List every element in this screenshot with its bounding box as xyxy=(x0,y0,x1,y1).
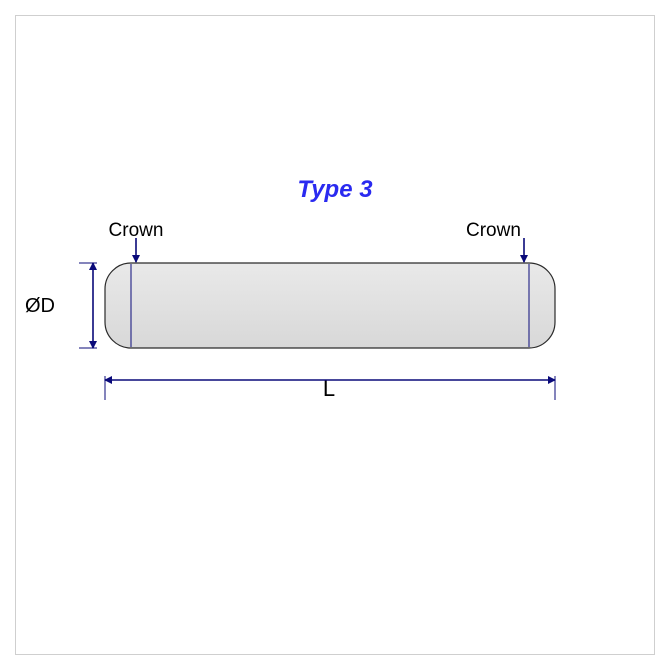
dowel-pin-body xyxy=(105,263,555,348)
diagram-svg xyxy=(0,0,670,670)
